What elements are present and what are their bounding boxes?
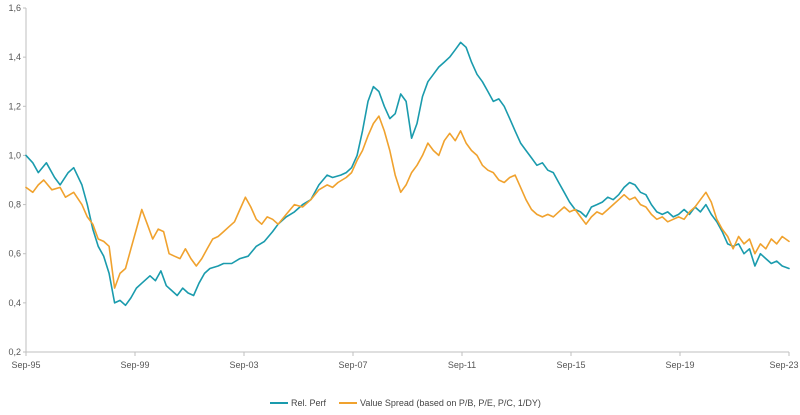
x-tick-label: Sep-15 bbox=[556, 360, 585, 370]
x-tick-label: Sep-95 bbox=[11, 360, 40, 370]
y-tick-label: 0,6 bbox=[8, 249, 21, 259]
series-line-value-spread bbox=[25, 115, 790, 289]
x-tick-label: Sep-07 bbox=[338, 360, 367, 370]
y-tick-label: 0,4 bbox=[8, 298, 21, 308]
y-tick-label: 1,0 bbox=[8, 150, 21, 160]
y-tick-label: 1,6 bbox=[8, 3, 21, 13]
x-tick-label: Sep-19 bbox=[665, 360, 694, 370]
y-tick-label: 1,4 bbox=[8, 52, 21, 62]
legend-label-rel-perf: Rel. Perf bbox=[291, 398, 327, 408]
axes: 0,2 0,4 0,6 0,8 1,0 1,2 1,4 1,6 Sep-95 Sep-99 Sep-… bbox=[8, 3, 798, 370]
x-tick-label: Sep-99 bbox=[120, 360, 149, 370]
x-tick-label: Sep-03 bbox=[229, 360, 258, 370]
y-tick-label: 0,8 bbox=[8, 200, 21, 210]
legend-label-value-spread: Value Spread (based on P/B, P/E, P/C, 1/… bbox=[360, 398, 541, 408]
y-tick-label: 0,2 bbox=[8, 347, 21, 357]
x-tick-label: Sep-23 bbox=[769, 360, 798, 370]
y-tick-label: 1,2 bbox=[8, 101, 21, 111]
x-tick-label: Sep-11 bbox=[448, 360, 476, 370]
series-line-rel-perf bbox=[25, 41, 790, 307]
legend: Rel. Perf Value Spread (based on P/B, P/E… bbox=[270, 398, 541, 408]
series-lines bbox=[25, 41, 790, 307]
